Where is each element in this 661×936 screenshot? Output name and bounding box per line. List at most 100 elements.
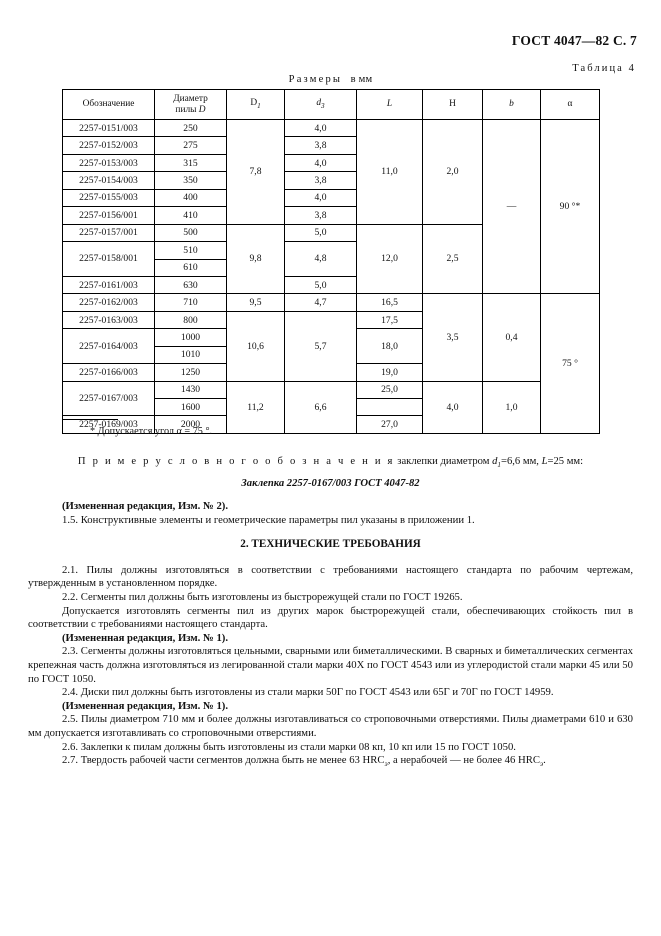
cell-d1: 11,2 — [226, 380, 285, 434]
clause-2-7: 2.7. Твердость рабочей части сегментов д… — [62, 754, 546, 769]
table-row: 2257-0166/003 1250 19,0 — [62, 363, 600, 382]
footnote-text: * Допускается угол α = 75 °. — [90, 426, 213, 437]
col-header-designation: Обозначение — [62, 89, 155, 120]
cell-diameter: 400 — [154, 188, 227, 208]
cell-l: 27,0 — [356, 415, 423, 434]
clause-2-5: 2.5. Пилы диаметром 710 мм и более должн… — [28, 713, 633, 739]
cell-designation: 2257-0157/001 — [62, 223, 155, 243]
revision-note-2: (Измененная редакция, Изм. № 2). — [62, 500, 229, 512]
table-dimensions-caption: Размеры в мм — [0, 74, 661, 85]
section-title-2: 2. ТЕХНИЧЕСКИЕ ТРЕБОВАНИЯ — [240, 538, 421, 551]
cell-designation: 2257-0166/003 — [62, 363, 155, 382]
cell-diameter: 510 — [154, 241, 227, 260]
table-row: 2257-0162/003 710 9,5 4,7 16,5 3,5 0,4 7… — [62, 293, 600, 434]
dimensions-unit: в мм — [350, 74, 373, 85]
example-intro: П р и м е р у с л о в н о г о о б о з н … — [62, 456, 599, 469]
cell-l: 11,0 — [356, 119, 423, 225]
clause-2-1: 2.1. Пилы должны изготовляться в соответ… — [28, 563, 633, 590]
cell-designation: 2257-0152/003 — [62, 136, 155, 155]
table-row: 2257-0164/003 1000 18,0 — [62, 328, 600, 365]
cell-designation: 2257-0154/003 — [62, 171, 155, 190]
cell-l: 12,0 — [356, 223, 423, 295]
cell-diameter: 275 — [154, 136, 227, 155]
cell-designation: 2257-0169/003 — [62, 415, 155, 434]
cell-h: 2,5 — [422, 223, 483, 295]
cell-diameter: 315 — [154, 153, 227, 173]
col-header-l: L — [356, 89, 423, 120]
cell-diameter: 1250 — [154, 363, 227, 382]
example-designation: Заклепка 2257-0167/003 ГОСТ 4047-82 — [241, 478, 420, 489]
clause-2-4: 2.4. Диски пил должны быть изготовлены и… — [62, 686, 554, 699]
table-row: 2257-0163/003 800 10,6 5,7 17,5 — [62, 310, 600, 382]
table-row: 2257-0155/003 400 4,0 — [62, 188, 600, 208]
cell-d3: 3,8 — [284, 206, 357, 225]
cell-d3: 5,7 — [284, 310, 357, 382]
cell-diameter: 610 — [154, 258, 227, 277]
cell-b: — — [482, 118, 541, 295]
cell-b: 0,4 — [482, 293, 541, 382]
table-number-label: Таблица 4 — [572, 63, 636, 74]
cell-diameter: 1010 — [154, 345, 227, 365]
cell-diameter: 710 — [154, 293, 227, 312]
table-row: 2257-0167/003 1430 11,2 6,6 25,0 4,0 1,0 — [62, 380, 600, 434]
table-row: 2257-0154/003 350 3,8 — [62, 171, 600, 190]
clause-2-2-continuation: Допускается изготовлять сегменты пил из … — [28, 604, 633, 631]
cell-d1: 9,5 — [226, 293, 285, 312]
cell-alpha: 75 ° — [540, 293, 600, 434]
cell-designation: 2257-0162/003 — [62, 293, 155, 312]
body-text: (Измененная редакция, Изм. № 2). 1.5. Ко… — [28, 500, 633, 772]
cell-designation: 2257-0164/003 — [62, 328, 155, 365]
cell-d1: 9,8 — [226, 223, 285, 295]
cell-d1: 10,6 — [226, 310, 285, 382]
cell-designation: 2257-0155/003 — [62, 188, 155, 208]
example-intro-spaced: П р и м е р у с л о в н о г о о б о з н … — [77, 456, 395, 467]
table-header-row: Обозначение Диаметр пилы D D1 d3 L Н b α — [62, 89, 600, 120]
table-row: 2257-0161/003 630 5,0 — [62, 275, 600, 295]
col-header-d3: d3 — [284, 89, 357, 120]
cell-diameter: 1600 — [154, 397, 227, 417]
page-header-standard: ГОСТ 4047—82 С. 7 — [511, 33, 637, 48]
cell-d3: 5,0 — [284, 275, 357, 295]
revision-note-1b: (Измененная редакция, Изм. № 1). — [62, 699, 229, 712]
cell-d3: 5,0 — [284, 223, 357, 243]
cell-designation: 2257-0156/001 — [62, 206, 155, 225]
cell-alpha: 90 °* — [540, 118, 600, 295]
cell-d3: 4,0 — [284, 188, 357, 208]
cell-h: 3,5 — [422, 293, 483, 382]
col-header-b: b — [482, 89, 541, 120]
col-header-h: Н — [422, 89, 483, 120]
cell-l: 19,0 — [356, 363, 423, 382]
col-header-diameter: Диаметр пилы D — [154, 89, 227, 120]
table-row: 2257-0169/003 2000 27,0 — [62, 415, 600, 434]
revision-note-1a: (Измененная редакция, Изм. № 1). — [62, 631, 229, 644]
cell-d3: 4,0 — [284, 118, 357, 138]
cell-h: 4,0 — [422, 380, 483, 434]
clause-1-5: 1.5. Конструктивные элементы и геометрич… — [62, 513, 475, 526]
col-header-d1: D1 — [226, 89, 285, 120]
example-intro-rest: заклепки диаметром d1=6,6 мм, L=25 мм: — [397, 456, 584, 470]
table-row: 2257-0156/001 410 3,8 — [62, 206, 600, 225]
cell-d3: 4,7 — [284, 293, 357, 312]
cell-d3: 3,8 — [284, 171, 357, 190]
cell-designation: 2257-0161/003 — [62, 275, 155, 295]
table-row: 2257-0152/003 275 3,8 — [62, 136, 600, 155]
dimensions-table: Обозначение Диаметр пилы D D1 d3 L Н b α … — [62, 89, 600, 434]
cell-diameter: 1000 — [154, 328, 227, 347]
table-row: 2257-0153/003 315 4,0 — [62, 153, 600, 173]
table-row: 2257-0151/003 250 7,8 4,0 11,0 2,0 — 90 … — [62, 118, 600, 295]
cell-designation: 2257-0158/001 — [62, 241, 155, 277]
cell-b: 1,0 — [482, 380, 541, 434]
cell-diameter: 500 — [154, 223, 227, 243]
cell-diameter: 2000 — [154, 415, 227, 434]
cell-designation: 2257-0163/003 — [62, 310, 155, 330]
cell-d1: 7,8 — [226, 119, 285, 225]
dimensions-word: Размеры — [288, 74, 343, 85]
cell-diameter: 410 — [154, 206, 227, 225]
col-header-alpha: α — [540, 89, 600, 120]
cell-designation: 2257-0151/003 — [62, 118, 155, 138]
cell-diameter: 1430 — [154, 380, 227, 400]
cell-l: 18,0 — [356, 328, 423, 365]
cell-l: 17,5 — [356, 310, 423, 330]
clause-2-3: 2.3. Сегменты должны изготовляться цельн… — [28, 645, 633, 685]
